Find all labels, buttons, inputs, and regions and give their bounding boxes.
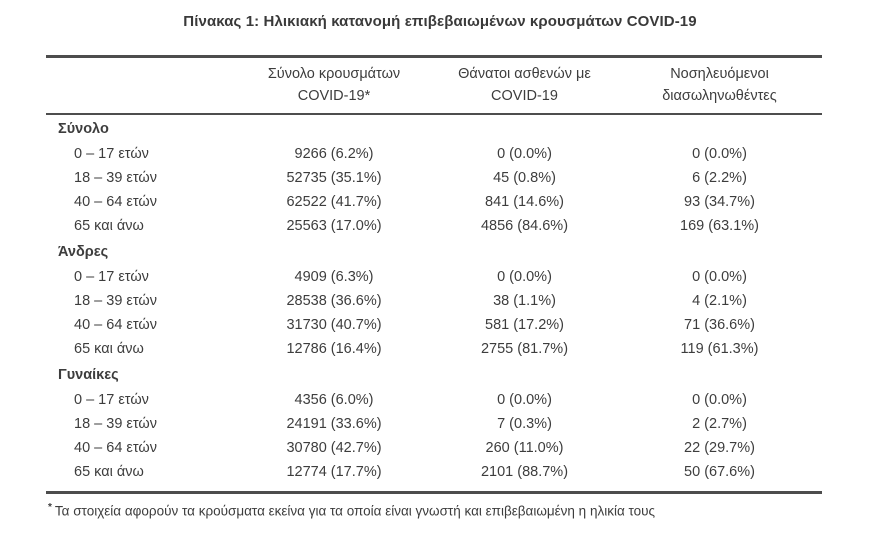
header-row: Σύνολο κρουσμάτων COVID-19* Θάνατοι ασθε… [46,57,822,115]
age-group-label: 40 – 64 ετών [74,440,157,456]
value-cell: 0 (0.0%) [497,269,552,285]
value-cell: 0 (0.0%) [692,392,747,408]
age-group-label: 65 και άνω [74,341,144,357]
value-cell: 2755 (81.7%) [480,341,569,357]
header-intubated-line2: διασωληνωθέντες [662,88,777,104]
value-cell: 52735 (35.1%) [286,170,382,186]
age-group-label: 18 – 39 ετών [74,416,157,432]
table-row: 18 – 39 ετών 52735 (35.1%) 45 (0.8%) 6 (2.2… [46,166,822,190]
covid-age-distribution-table: Σύνολο κρουσμάτων COVID-19* Θάνατοι ασθε… [46,55,822,494]
age-group-label: 40 – 64 ετών [74,317,157,333]
value-cell: 7 (0.3%) [497,416,552,432]
age-group-label: 0 – 17 ετών [74,392,149,408]
value-cell: 169 (63.1%) [680,218,759,234]
header-empty-cell [46,57,236,115]
table-row: 0 – 17 ετών 4909 (6.3%) 0 (0.0%) 0 (0.0%) [46,265,822,289]
value-cell: 260 (11.0%) [485,440,564,456]
table-row: 40 – 64 ετών 62522 (41.7%) 841 (14.6%) 93 (… [46,190,822,214]
value-cell: 25563 (17.0%) [286,218,382,234]
table-header: Σύνολο κρουσμάτων COVID-19* Θάνατοι ασθε… [46,57,822,115]
section-header-row: Γυναίκες [46,361,822,388]
value-cell: 119 (61.3%) [680,341,759,357]
value-cell: 50 (67.6%) [684,464,755,480]
value-cell: 71 (36.6%) [684,317,755,333]
table-row: 65 και άνω 12786 (16.4%) 2755 (81.7%) 119 (… [46,337,822,361]
header-intubated-line1: Νοσηλευόμενοι [670,66,769,82]
value-cell: 0 (0.0%) [692,146,747,162]
header-deaths-line2: COVID-19 [491,88,558,104]
value-cell: 4909 (6.3%) [294,269,374,285]
value-cell: 93 (34.7%) [684,194,755,210]
header-total-cases-line2: COVID-19* [297,88,371,104]
age-group-label: 0 – 17 ετών [74,146,149,162]
value-cell: 12774 (17.7%) [286,464,382,480]
section-label: Άνδρες [58,243,109,260]
value-cell: 6 (2.2%) [692,170,747,186]
value-cell: 30780 (42.7%) [286,440,382,456]
header-total-cases-line1: Σύνολο κρουσμάτων [267,66,401,82]
age-group-label: 0 – 17 ετών [74,269,149,285]
table-row: 40 – 64 ετών 30780 (42.7%) 260 (11.0%) 22 (… [46,436,822,460]
table-title: Πίνακας 1: Ηλικιακή κατανομή επιβεβαιωμέ… [183,13,697,30]
footnote-text: Τα στοιχεία αφορούν τα κρούσματα εκείνα … [54,503,656,519]
value-cell: 31730 (40.7%) [286,317,382,333]
value-cell: 24191 (33.6%) [286,416,382,432]
value-cell: 38 (1.1%) [493,293,556,309]
header-total-cases: Σύνολο κρουσμάτων COVID-19* [236,57,432,115]
section-label: Γυναίκες [58,366,119,383]
value-cell: 4856 (84.6%) [480,218,569,234]
value-cell: 2 (2.7%) [692,416,747,432]
section-header-row: Άνδρες [46,238,822,265]
age-group-label: 40 – 64 ετών [74,194,157,210]
value-cell: 45 (0.8%) [493,170,556,186]
value-cell: 9266 (6.2%) [294,146,374,162]
value-cell: 22 (29.7%) [684,440,755,456]
header-deaths: Θάνατοι ασθενών με COVID-19 [432,57,617,115]
value-cell: 2101 (88.7%) [480,464,569,480]
value-cell: 28538 (36.6%) [286,293,382,309]
section-header-row: Σύνολο [46,114,822,142]
age-group-label: 65 και άνω [74,218,144,234]
value-cell: 12786 (16.4%) [286,341,382,357]
table-row: 65 και άνω 25563 (17.0%) 4856 (84.6%) 169 (… [46,214,822,238]
table-row: 65 και άνω 12774 (17.7%) 2101 (88.7%) 50 (6… [46,460,822,493]
age-group-label: 18 – 39 ετών [74,170,157,186]
table-row: 0 – 17 ετών 9266 (6.2%) 0 (0.0%) 0 (0.0%) [46,142,822,166]
value-cell: 841 (14.6%) [485,194,564,210]
header-deaths-line1: Θάνατοι ασθενών με [458,66,591,82]
table-row: 18 – 39 ετών 24191 (33.6%) 7 (0.3%) 2 (2.7%… [46,412,822,436]
section-label: Σύνολο [58,120,109,137]
table-body: Σύνολο 0 – 17 ετών 9266 (6.2%) 0 (0.0%) 0 (0… [46,114,822,493]
value-cell: 62522 (41.7%) [286,194,382,210]
footnote-asterisk: * [48,502,52,513]
value-cell: 4 (2.1%) [692,293,747,309]
table-row: 0 – 17 ετών 4356 (6.0%) 0 (0.0%) 0 (0.0%) [46,388,822,412]
age-group-label: 65 και άνω [74,464,144,480]
value-cell: 581 (17.2%) [485,317,564,333]
age-group-label: 18 – 39 ετών [74,293,157,309]
value-cell: 0 (0.0%) [497,392,552,408]
table-row: 18 – 39 ετών 28538 (36.6%) 38 (1.1%) 4 (2.1… [46,289,822,313]
table-row: 40 – 64 ετών 31730 (40.7%) 581 (17.2%) 71 (… [46,313,822,337]
value-cell: 0 (0.0%) [692,269,747,285]
value-cell: 0 (0.0%) [497,146,552,162]
header-intubated: Νοσηλευόμενοι διασωληνωθέντες [617,57,822,115]
footnote: * Τα στοιχεία αφορούν τα κρούσματα εκείνα… [48,502,880,519]
value-cell: 4356 (6.0%) [294,392,374,408]
